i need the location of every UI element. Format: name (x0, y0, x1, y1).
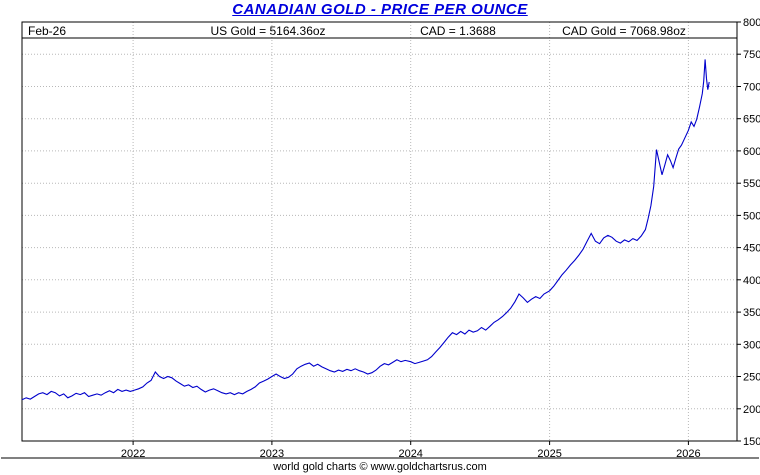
y-tick-label: 7500 (743, 49, 760, 61)
y-tick-label: 2000 (743, 404, 760, 416)
y-tick-label: 5500 (743, 178, 760, 190)
y-tick-label: 3500 (743, 307, 760, 319)
plot-border (21, 21, 738, 442)
x-tick-label: 2024 (398, 448, 422, 460)
y-tick-label: 6000 (743, 146, 760, 158)
x-tick-label: 2022 (121, 448, 145, 460)
y-tick-label: 4500 (743, 243, 760, 255)
y-tick-label: 2500 (743, 372, 760, 384)
us-gold-value: US Gold = 5164.36oz (210, 24, 326, 38)
date-label: Feb-26 (28, 24, 67, 38)
x-tick-label: 2026 (676, 448, 700, 460)
x-tick-label: 2023 (260, 448, 284, 460)
y-tick-label: 3000 (743, 339, 760, 351)
y-tick-label: 1500 (743, 436, 760, 448)
x-tick-label: 2025 (537, 448, 561, 460)
y-tick-label: 6500 (743, 114, 760, 126)
y-tick-label: 4000 (743, 275, 760, 287)
cad-gold-value: CAD Gold = 7068.98oz (562, 24, 686, 38)
y-tick-label: 7000 (743, 82, 760, 94)
cad-exchange-rate: CAD = 1.3688 (420, 24, 496, 38)
y-tick-label: 8000 (743, 17, 760, 29)
y-tick-label: 5000 (743, 210, 760, 222)
chart-title: CANADIAN GOLD - PRICE PER OUNCE (232, 1, 528, 18)
price-line (21, 59, 710, 401)
footer-credit: world gold charts © www.goldchartsrus.co… (273, 461, 487, 473)
